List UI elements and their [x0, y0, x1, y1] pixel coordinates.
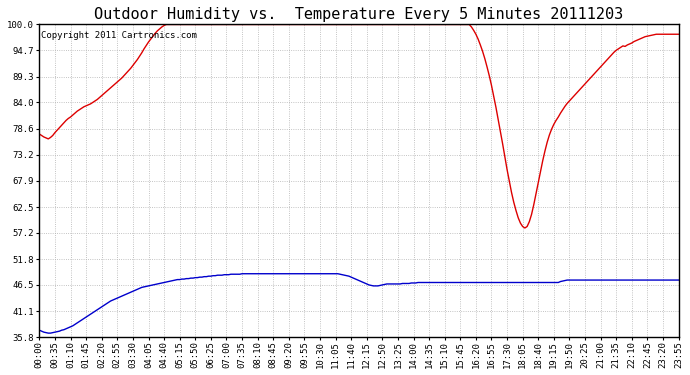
Title: Outdoor Humidity vs.  Temperature Every 5 Minutes 20111203: Outdoor Humidity vs. Temperature Every 5…: [95, 7, 624, 22]
Text: Copyright 2011 Cartronics.com: Copyright 2011 Cartronics.com: [41, 31, 197, 40]
